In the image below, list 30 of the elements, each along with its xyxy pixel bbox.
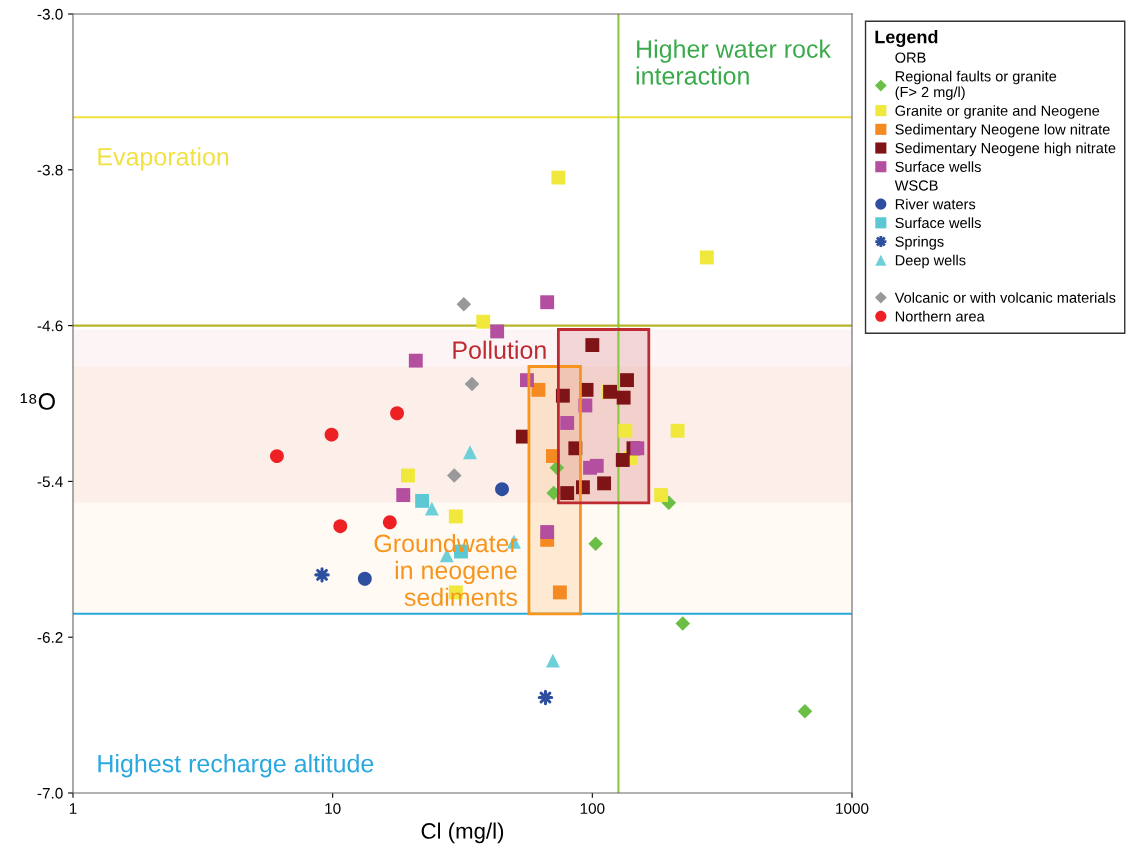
legend-label: Granite or granite and Neogene (895, 105, 1100, 119)
legend-label: Surface wells (895, 161, 981, 172)
legend-label: Springs (895, 236, 944, 250)
legend-title: Legend (875, 30, 938, 47)
ref-line-label: Highest recharge altitude (98, 754, 374, 778)
x-tick-label: 1000 (836, 803, 869, 814)
y-tick-label: -7.0 (37, 787, 63, 799)
x-tick-label: 1 (69, 803, 77, 814)
text: WSCB (894, 180, 938, 191)
text: ORB (895, 52, 926, 63)
legend-label: Deep wells (895, 254, 966, 269)
y-tick-label: -3.8 (37, 164, 63, 176)
y-axis-title: ¹⁸O (20, 393, 55, 410)
legend-label: Regional faults or granite (F> 2 mg/l) (895, 70, 1057, 101)
y-tick-label: -3.0 (37, 8, 63, 20)
x-tick-label: 100 (580, 803, 605, 814)
x-tick-label: 10 (325, 803, 341, 814)
legend-label: Sedimentary Neogene high nitrate (895, 142, 1116, 157)
x-axis-title: Cl (mg/l) (421, 822, 504, 844)
legend-label: River waters (895, 198, 976, 210)
ref-line-label: Higher water rock interaction (636, 39, 831, 85)
y-tick-label: -6.2 (37, 632, 63, 643)
legend-label: Surface wells (895, 217, 981, 229)
legend-label: Northern area (895, 310, 985, 322)
y-tick-label: -4.6 (37, 320, 63, 332)
band-label: Pollution (453, 340, 546, 359)
y-tick-label: -5.4 (37, 476, 63, 488)
ref-line-label: Evaporation (98, 147, 229, 171)
legend-label: Sedimentary Neogene low nitrate (895, 123, 1110, 138)
legend-label: Volcanic or with volcanic materials (894, 292, 1116, 303)
